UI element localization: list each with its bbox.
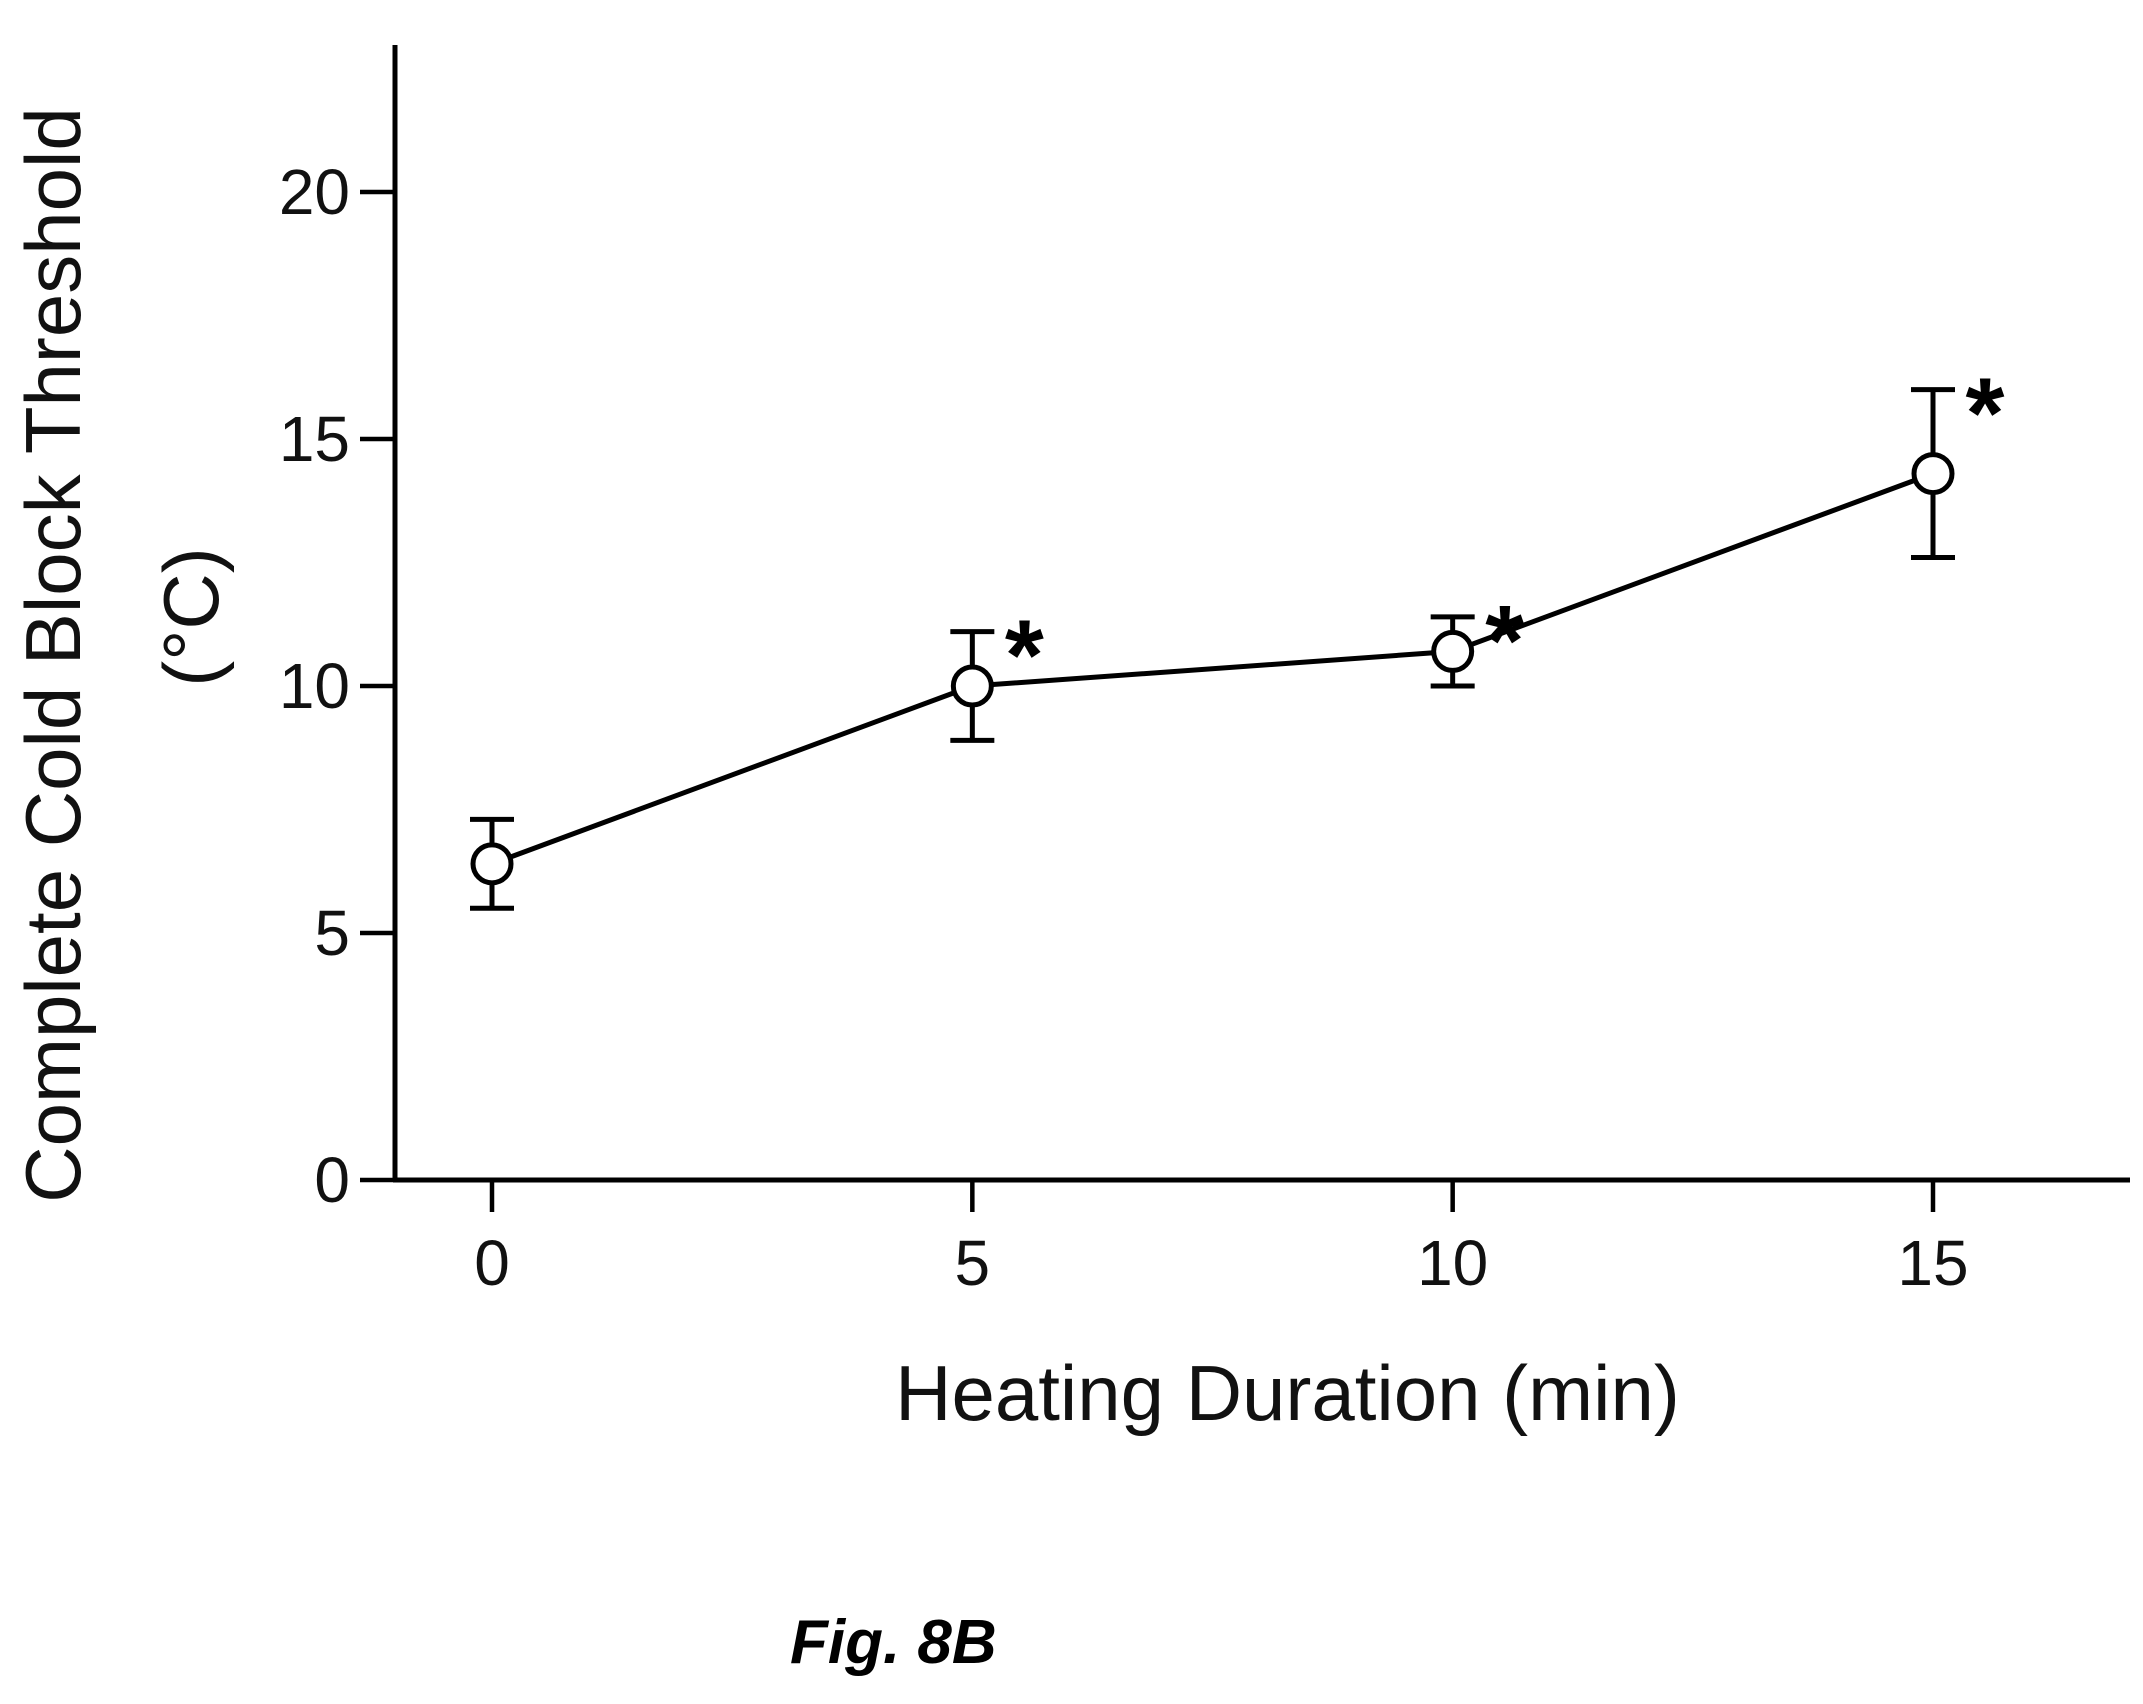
significance-star-5: *: [1005, 600, 1044, 712]
y-ticks: 0 5 10 15 20: [279, 156, 395, 1216]
x-ticks: 0 5 10 15: [474, 1180, 1969, 1299]
y-axis-title-line-1: Complete Cold Block Threshold: [9, 107, 97, 1202]
series-line: [491, 471, 1934, 867]
significance-star-15: *: [1966, 358, 2005, 470]
data-point-5: *: [950, 600, 1044, 743]
marker-15: [1911, 452, 1955, 496]
x-tick-label-5: 5: [955, 1227, 991, 1299]
y-tick-label-20: 20: [279, 156, 350, 228]
figure-caption: Fig. 8B: [790, 1608, 997, 1677]
y-tick-label-10: 10: [279, 650, 350, 722]
x-tick-label-0: 0: [474, 1227, 510, 1299]
series-layer: * * *: [470, 358, 2005, 911]
axes: [392, 45, 2130, 1183]
marker-10: [1431, 629, 1475, 673]
y-tick-label-5: 5: [314, 897, 350, 969]
data-point-10: *: [1430, 585, 1524, 697]
x-tick-label-10: 10: [1417, 1227, 1488, 1299]
y-tick-label-0: 0: [314, 1144, 350, 1216]
marker-0: [470, 842, 514, 886]
x-tick-label-15: 15: [1897, 1227, 1968, 1299]
x-axis-title: Heating Duration (min): [895, 1349, 1680, 1437]
data-point-15: *: [1911, 358, 2005, 561]
y-tick-label-15: 15: [279, 403, 350, 475]
y-axis-title-line-2: (°C): [147, 547, 235, 686]
marker-5: [950, 664, 994, 708]
data-point-0: [470, 816, 514, 911]
significance-star-10: *: [1485, 585, 1524, 697]
